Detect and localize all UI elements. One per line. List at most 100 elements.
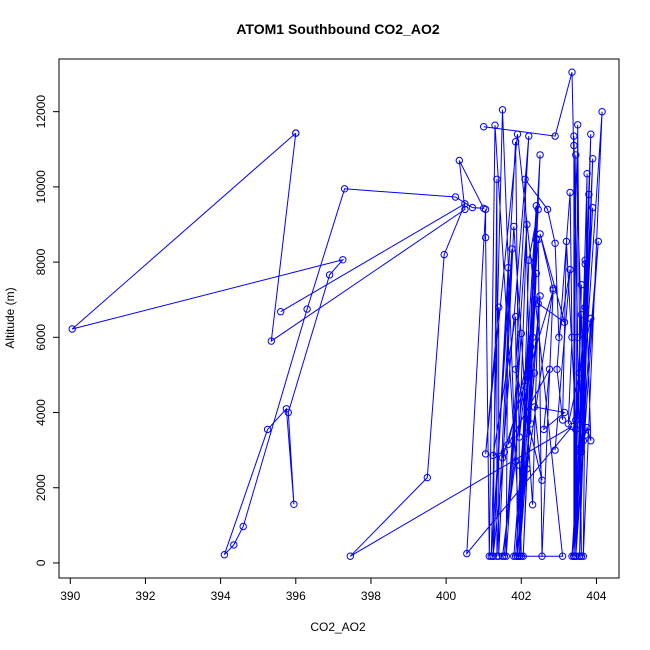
data-point xyxy=(562,237,571,246)
data-point xyxy=(530,369,539,377)
data-point xyxy=(530,403,539,411)
data-point xyxy=(574,333,582,341)
data-point xyxy=(570,132,578,140)
data-point xyxy=(555,333,563,341)
data-point xyxy=(577,552,586,560)
data-point xyxy=(594,237,602,246)
data-point xyxy=(530,297,539,306)
data-point xyxy=(523,220,531,229)
data-point xyxy=(508,245,516,253)
data-point xyxy=(538,552,546,560)
data-point xyxy=(536,151,544,159)
data-point xyxy=(525,256,533,264)
data-point xyxy=(583,170,591,178)
data-point xyxy=(536,230,544,238)
y-tick-label: 12000 xyxy=(34,95,48,129)
data-point xyxy=(527,343,535,351)
y-tick-label: 10000 xyxy=(34,170,48,204)
data-point xyxy=(461,205,469,214)
data-point xyxy=(267,337,275,345)
data-point xyxy=(498,106,507,114)
data-point xyxy=(589,203,597,212)
series-line-2 xyxy=(280,109,573,557)
data-point xyxy=(528,333,537,341)
x-tick-label: 392 xyxy=(135,589,155,603)
data-point xyxy=(532,269,540,278)
data-point xyxy=(570,141,578,150)
data-point xyxy=(339,256,347,264)
data-point xyxy=(551,239,559,248)
data-point xyxy=(468,203,477,212)
data-point xyxy=(440,250,448,259)
y-tick-label: 4000 xyxy=(34,399,48,426)
data-point xyxy=(572,425,580,434)
data-point xyxy=(598,108,606,116)
data-point xyxy=(515,552,524,560)
data-point xyxy=(570,552,578,560)
data-point xyxy=(510,552,518,560)
y-tick-label: 6000 xyxy=(34,324,48,351)
data-point xyxy=(511,138,520,146)
data-point xyxy=(504,264,512,272)
data-point xyxy=(481,450,490,458)
data-point xyxy=(540,425,548,434)
series-line-1 xyxy=(71,132,485,556)
data-point xyxy=(525,132,533,140)
data-point xyxy=(587,314,595,323)
data-point xyxy=(589,155,597,163)
data-point xyxy=(543,205,552,214)
data-point xyxy=(292,129,300,137)
data-point xyxy=(523,429,531,437)
data-point xyxy=(558,552,567,560)
data-point xyxy=(290,500,298,508)
data-point xyxy=(549,286,557,294)
data-point xyxy=(566,188,574,197)
data-point xyxy=(263,425,272,434)
data-point xyxy=(455,156,463,165)
data-point xyxy=(575,552,584,560)
data-point xyxy=(575,369,584,377)
data-point xyxy=(340,185,349,193)
data-point xyxy=(230,541,238,549)
y-axis-label: Altitude (m) xyxy=(3,287,17,348)
data-point xyxy=(572,151,580,159)
series-line-3 xyxy=(483,72,603,557)
data-point xyxy=(303,305,311,313)
data-point xyxy=(577,311,586,319)
data-point xyxy=(451,193,460,201)
data-point xyxy=(325,271,334,279)
x-tick-label: 394 xyxy=(211,589,231,603)
data-point xyxy=(558,416,567,424)
data-point xyxy=(587,130,595,138)
data-point xyxy=(282,405,291,413)
data-point xyxy=(560,408,569,417)
data-point xyxy=(534,205,542,214)
data-point xyxy=(510,222,518,231)
data-point xyxy=(515,433,524,441)
data-point xyxy=(220,551,229,559)
data-point xyxy=(536,292,544,300)
data-point xyxy=(532,235,540,244)
data-point xyxy=(515,461,524,469)
data-point xyxy=(481,205,490,214)
data-point xyxy=(581,256,589,264)
x-tick-label: 400 xyxy=(436,589,456,603)
data-point xyxy=(564,420,572,428)
data-point xyxy=(346,552,354,560)
data-point xyxy=(532,202,540,210)
data-point xyxy=(68,325,76,333)
data-point xyxy=(511,457,520,466)
y-tick-label: 8000 xyxy=(34,248,48,275)
data-point xyxy=(517,329,525,338)
data-point xyxy=(534,299,542,308)
data-point xyxy=(545,365,554,373)
x-tick-label: 404 xyxy=(586,589,606,603)
data-point xyxy=(511,312,520,321)
data-point xyxy=(485,552,493,560)
data-point xyxy=(568,68,576,76)
data-point xyxy=(574,121,582,129)
data-point xyxy=(513,552,522,560)
data-point xyxy=(491,121,499,129)
x-axis: 390 392 394 396 398 400 402 404 xyxy=(60,577,607,603)
data-point xyxy=(528,501,537,509)
